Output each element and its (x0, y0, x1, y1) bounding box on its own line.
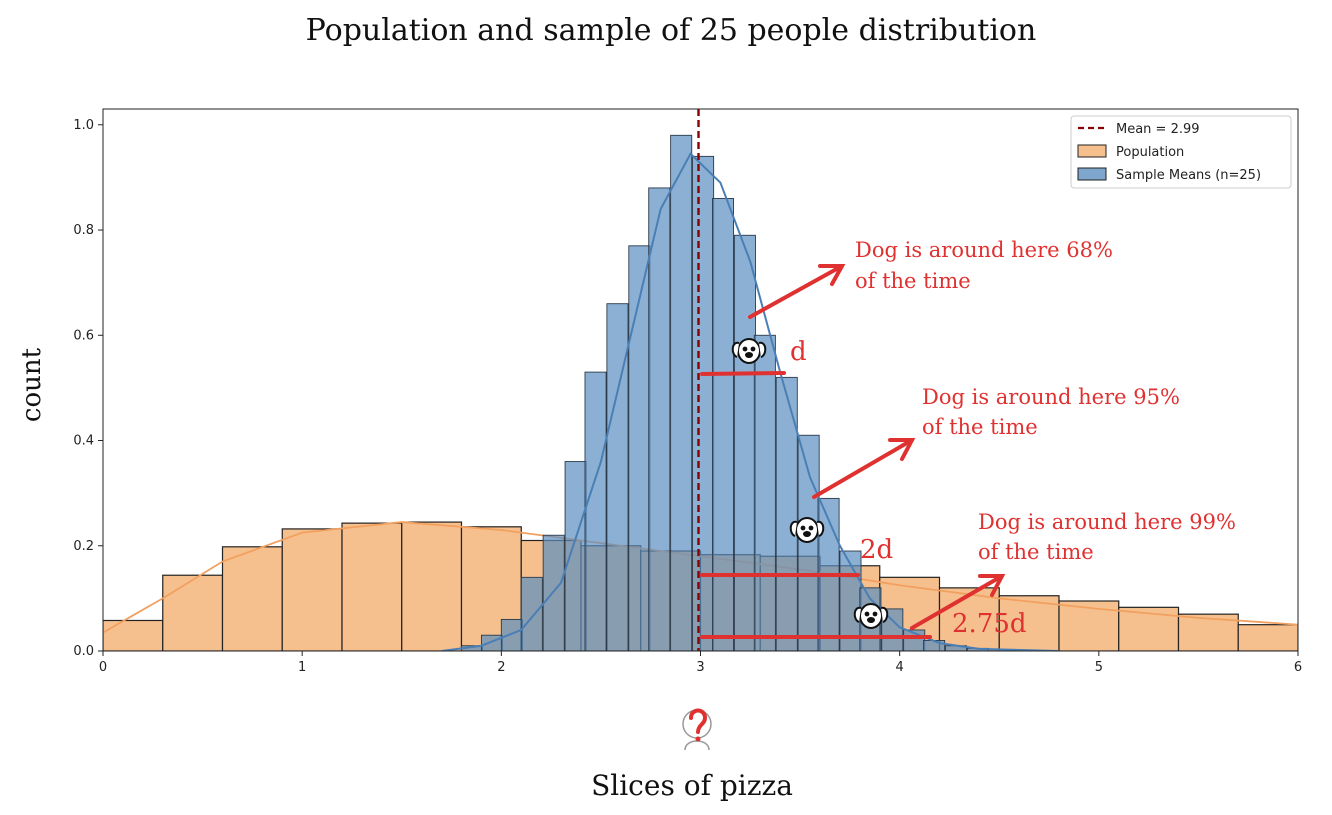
y-tick-label: 0.6 (73, 328, 94, 343)
dog-icon (731, 338, 767, 364)
x-tick-label: 5 (1095, 660, 1103, 675)
sample-mean-bar (923, 640, 946, 651)
population-bar (221, 546, 283, 651)
legend: Mean = 2.99 Population Sample Means (n=2… (1070, 115, 1292, 189)
arrow-95 (812, 438, 916, 499)
sample-mean-bar (775, 376, 798, 651)
dog-icon (789, 517, 825, 543)
sample-mean-bar (797, 434, 820, 651)
arrow-99 (910, 574, 1006, 630)
x-tick-label: 4 (896, 660, 904, 675)
range-label-2d: 2d (860, 535, 893, 565)
legend-population-swatch (1077, 144, 1107, 158)
population-bar (281, 528, 343, 651)
y-tick-label: 1.0 (73, 118, 94, 133)
sample-mean-bar (520, 576, 543, 651)
x-axis-label: Slices of pizza (591, 769, 793, 802)
x-tick-label: 1 (298, 660, 306, 675)
dog-icon (853, 603, 889, 629)
sample-mean-bar (753, 334, 776, 651)
legend-sample-swatch (1077, 167, 1107, 181)
note-95-line1: Dog is around here 95% (922, 385, 1180, 409)
sample-mean-bar (670, 134, 693, 651)
sample-mean-bar (606, 303, 629, 651)
range-label-2-75d: 2.75d (952, 609, 1027, 639)
chart-title: Population and sample of 25 people distr… (306, 13, 1037, 48)
population-bar (401, 521, 463, 651)
sample-mean-bar (542, 534, 565, 651)
sample-mean-bar (564, 461, 587, 651)
y-tick-label: 0.8 (73, 223, 94, 238)
arrow-68 (748, 264, 846, 319)
sample-mean-bar (733, 234, 756, 651)
sample-mean-bar (648, 187, 671, 651)
sample-mean-bar (628, 245, 651, 651)
sample-mean-bar (712, 198, 735, 651)
population-bar (938, 587, 1000, 651)
population-bar (103, 619, 164, 651)
y-tick-label: 0.2 (73, 539, 94, 554)
x-tick-label: 3 (696, 660, 704, 675)
note-68-line2: of the time (855, 269, 971, 293)
range-label-d: d (790, 337, 807, 367)
x-tick-label: 2 (497, 660, 505, 675)
legend-population-label: Population (1116, 145, 1184, 160)
y-tick-label: 0.0 (73, 644, 94, 659)
sample-mean-bar (584, 371, 607, 651)
range-line-1 (700, 371, 786, 376)
y-tick-label: 0.4 (73, 434, 94, 449)
y-axis-label: count (17, 347, 47, 422)
note-99-line1: Dog is around here 99% (978, 510, 1236, 534)
population-bar (162, 574, 224, 651)
population-bar (1237, 624, 1298, 651)
legend-sample-label: Sample Means (n=25) (1116, 168, 1261, 183)
x-tick-label: 6 (1294, 660, 1302, 675)
population-bar (341, 522, 403, 651)
question-person-icon (682, 708, 712, 751)
sample-mean-bar (500, 618, 523, 651)
note-99-line2: of the time (978, 540, 1094, 564)
note-95-line2: of the time (922, 415, 1038, 439)
sample-kde-line (441, 152, 1060, 651)
note-68-line1: Dog is around here 68% (855, 238, 1113, 262)
legend-mean-label: Mean = 2.99 (1116, 122, 1200, 137)
x-tick-label: 0 (99, 660, 107, 675)
